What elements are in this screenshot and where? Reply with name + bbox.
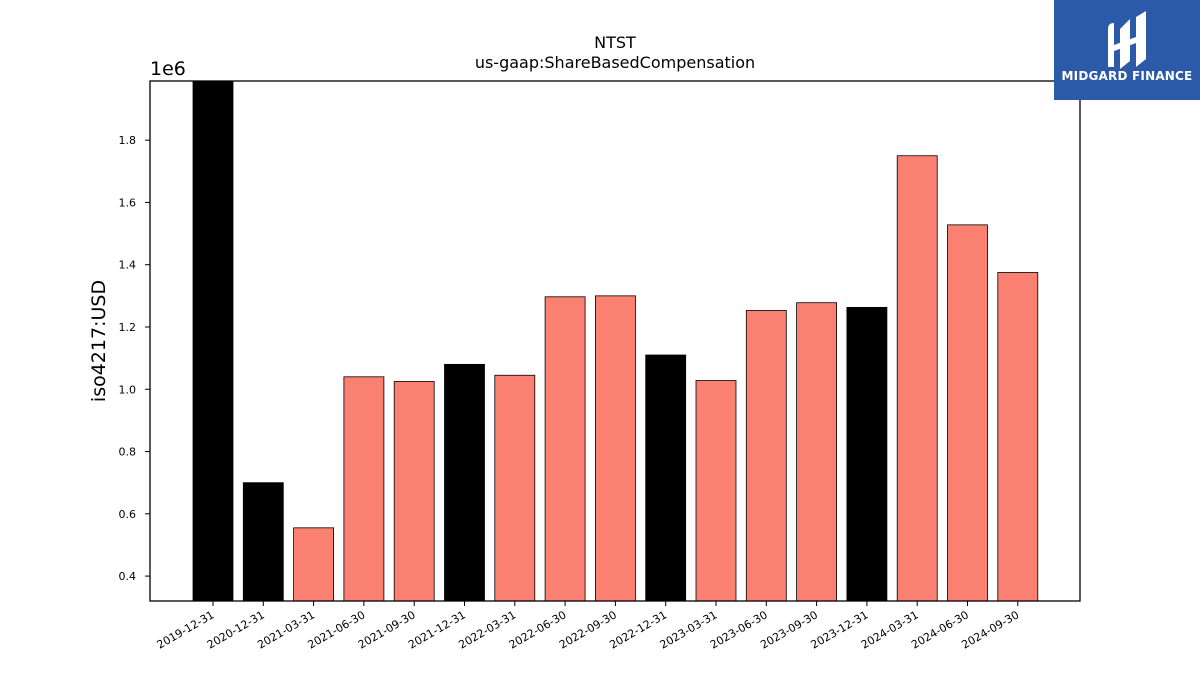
y-tick-label: 1.8 [119, 134, 137, 147]
bar-2021-06-30 [343, 376, 385, 602]
bar-2021-03-31 [293, 527, 335, 602]
y-axis-label: iso4217:USD [88, 280, 110, 402]
chart-subtitle: us-gaap:ShareBasedCompensation [475, 53, 755, 72]
x-tick-label: 2024-09-30 [959, 608, 1021, 651]
bars-group [192, 80, 1039, 602]
chart-title: NTST [594, 33, 636, 52]
bar-2021-12-31 [444, 363, 485, 602]
y-tick-label: 0.6 [119, 508, 137, 521]
midgard-logo-icon [1108, 11, 1146, 69]
bar-2023-12-31 [846, 306, 888, 602]
y-tick-label: 0.8 [119, 446, 137, 459]
y-tick-label: 0.4 [119, 570, 137, 583]
brand-logo: MIDGARD FINANCE [1054, 0, 1200, 100]
bar-2022-03-31 [494, 374, 536, 602]
y-tick-label: 1.0 [119, 383, 137, 396]
bar-2023-03-31 [695, 380, 737, 602]
y-tick-label: 1.2 [119, 321, 137, 334]
bar-2024-06-30 [947, 224, 988, 602]
bar-2023-09-30 [796, 302, 837, 602]
bar-2019-12-31 [192, 80, 234, 602]
y-tick-label: 1.4 [119, 259, 137, 272]
bar-2022-12-31 [645, 354, 687, 602]
bar-2020-12-31 [242, 482, 284, 602]
brand-name: MIDGARD FINANCE [1061, 69, 1193, 83]
bar-2022-06-30 [544, 296, 586, 602]
bar-2023-06-30 [745, 310, 787, 602]
plot-frame [149, 80, 1081, 602]
y-tick-label: 1.6 [119, 196, 137, 209]
bar-2021-09-30 [393, 381, 435, 602]
bar-2024-03-31 [896, 155, 938, 602]
y-axis-offset-label: 1e6 [150, 58, 186, 80]
bar-2022-09-30 [595, 295, 636, 602]
bar-2024-09-30 [997, 272, 1039, 602]
